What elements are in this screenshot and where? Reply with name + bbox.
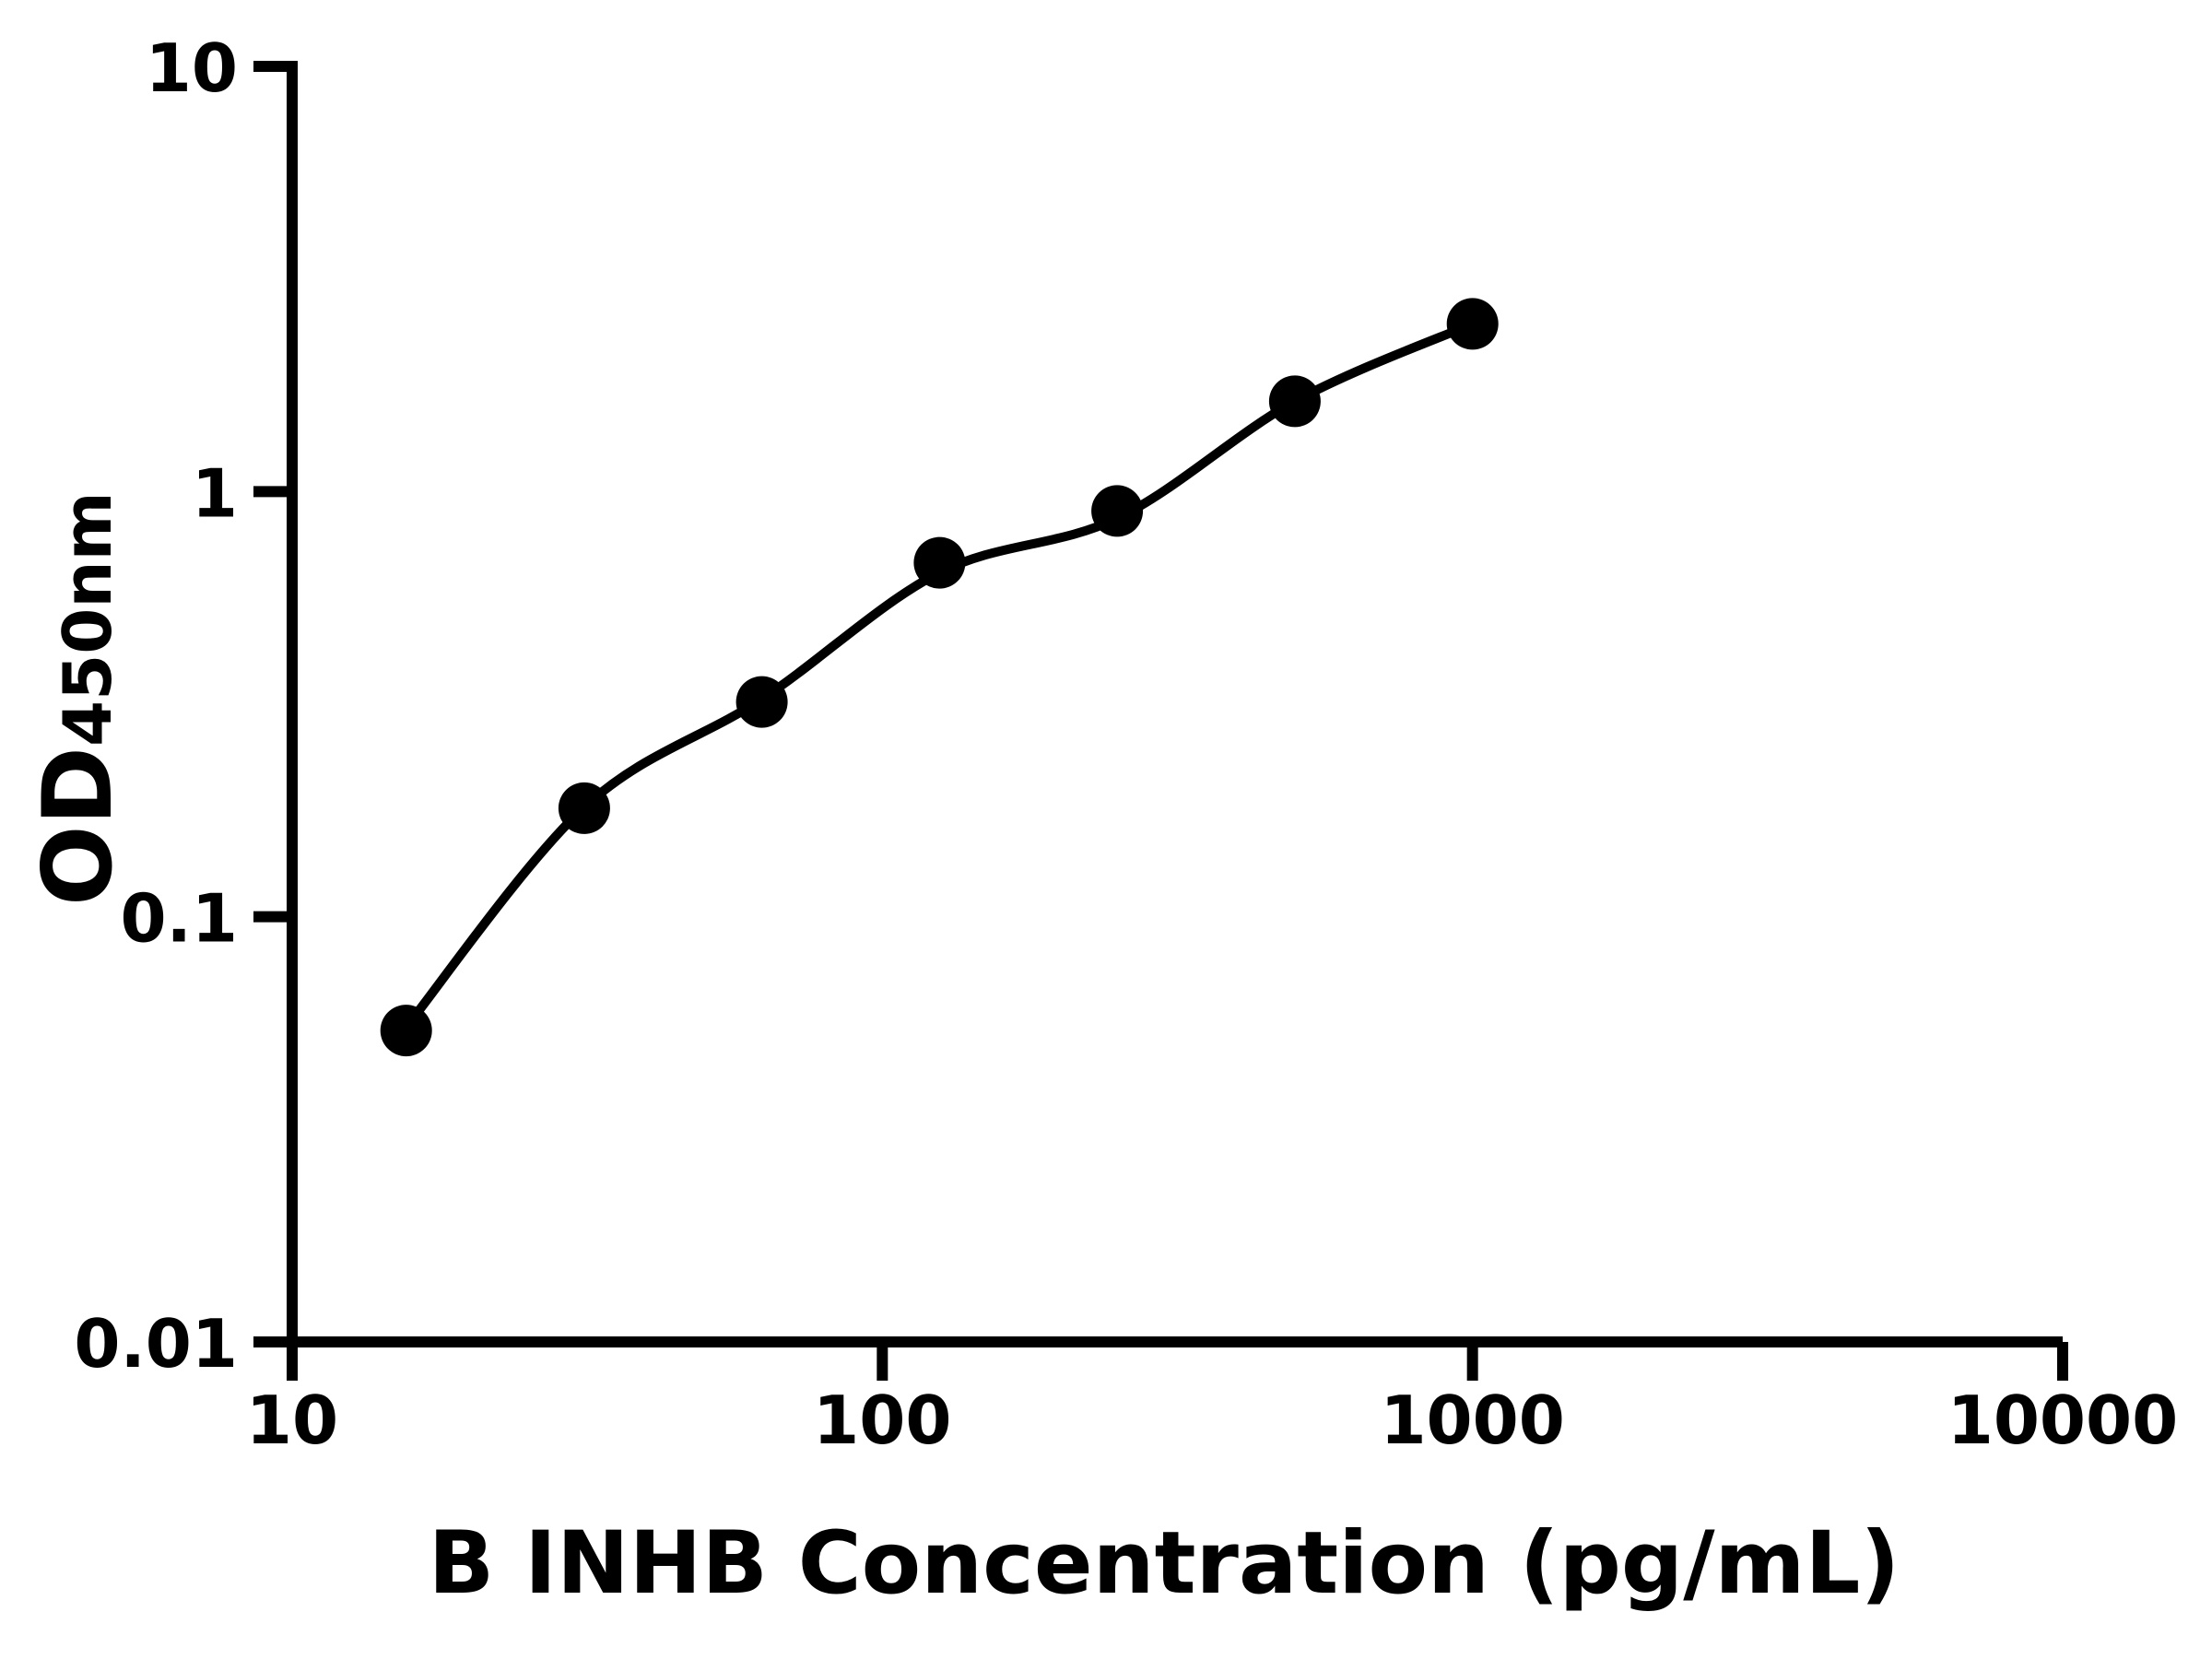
fit-curve-line xyxy=(401,319,1477,1032)
y-tick-label: 0.01 xyxy=(74,1305,238,1382)
y-axis-title-main: OD xyxy=(23,747,134,906)
x-tick-label: 10000 xyxy=(1947,1382,2179,1459)
x-axis-title: B INHB Concentration (pg/mL) xyxy=(429,1513,1900,1614)
data-point-marker xyxy=(1268,375,1321,428)
data-point-marker xyxy=(913,536,966,589)
x-tick-label: 100 xyxy=(813,1382,951,1459)
x-tick-label: 10 xyxy=(246,1382,338,1459)
y-tick-label: 10 xyxy=(146,29,238,107)
data-point-marker xyxy=(1091,485,1144,537)
x-tick-labels-group: 10 100 1000 10000 xyxy=(246,1382,2178,1459)
data-point-marker xyxy=(380,1005,432,1057)
y-axis-title: OD450nm xyxy=(23,491,134,906)
y-tick-labels-group: 10 1 0.1 0.01 xyxy=(74,29,238,1382)
x-tick-label: 1000 xyxy=(1380,1382,1564,1459)
y-axis-title-subscript: 450nm xyxy=(49,491,126,747)
data-point-marker xyxy=(1446,298,1499,350)
y-tick-label: 0.1 xyxy=(120,880,238,958)
y-tick-label: 1 xyxy=(192,454,238,532)
data-points-group xyxy=(380,298,1499,1057)
data-point-marker xyxy=(558,782,610,834)
axes-group xyxy=(253,61,2068,1381)
data-point-marker xyxy=(735,676,788,728)
